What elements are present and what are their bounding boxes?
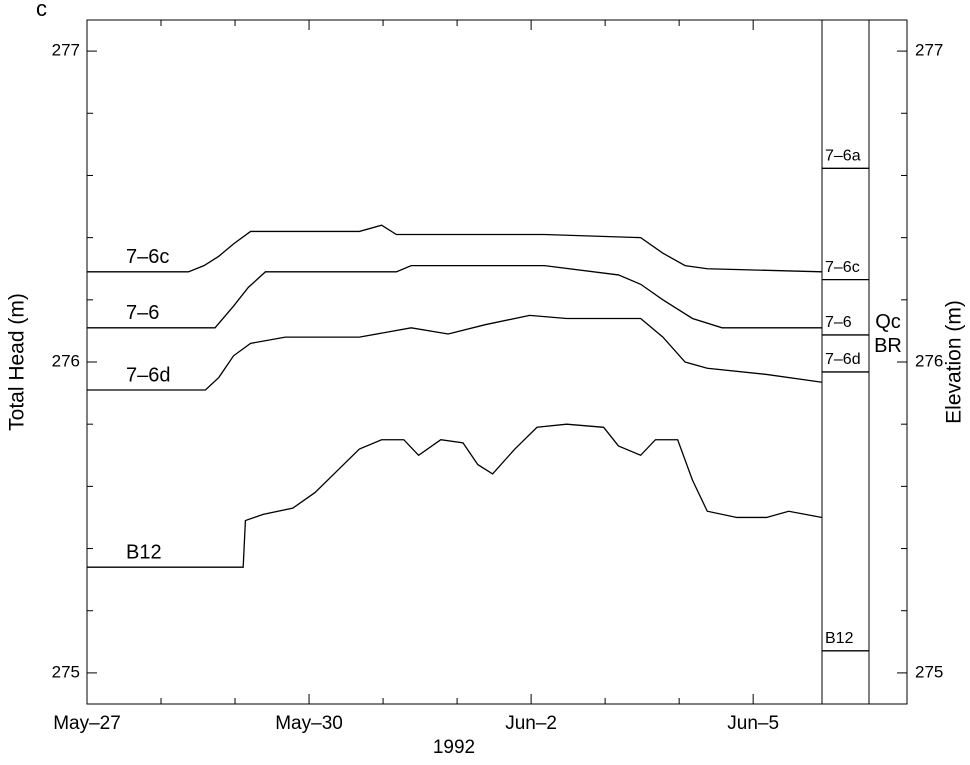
series-line: [87, 314, 823, 391]
y2-axis-label: Elevation (m): [943, 300, 966, 424]
series-label: B12: [126, 541, 162, 563]
y-tick-label: 277: [52, 41, 80, 60]
well-screen-label: 7–6d: [825, 351, 861, 368]
series-line: [87, 264, 822, 329]
y2-tick-label: 277: [915, 41, 943, 60]
x-axis-label: 1992: [433, 737, 475, 758]
panel-label: c: [36, 0, 47, 21]
y-tick-label: 275: [52, 662, 80, 681]
y-tick-label: 276: [52, 351, 80, 370]
series-line: [87, 224, 823, 273]
x-tick-label: Jun–2: [505, 713, 557, 734]
unit-label: BR: [874, 335, 902, 357]
series-label: 7–6: [126, 302, 159, 324]
series-label: 7–6d: [126, 364, 171, 386]
x-tick-label: May–30: [275, 713, 343, 734]
y2-tick-label: 276: [915, 351, 943, 370]
x-tick-label: May–27: [53, 713, 121, 734]
well-screen-label: 7–6c: [825, 259, 860, 276]
series-line: [87, 423, 823, 568]
x-tick-label: Jun–5: [727, 713, 779, 734]
well-screen-label: 7–6a: [825, 148, 861, 165]
series-label: 7–6c: [126, 246, 169, 268]
unit-label: Qc: [875, 311, 901, 333]
well-screen-label: B12: [825, 630, 854, 647]
y-axis-label: Total Head (m): [6, 293, 29, 431]
plot-frame: [86, 19, 908, 705]
well-screen-label: 7–6: [825, 314, 852, 331]
y2-tick-label: 275: [915, 662, 943, 681]
